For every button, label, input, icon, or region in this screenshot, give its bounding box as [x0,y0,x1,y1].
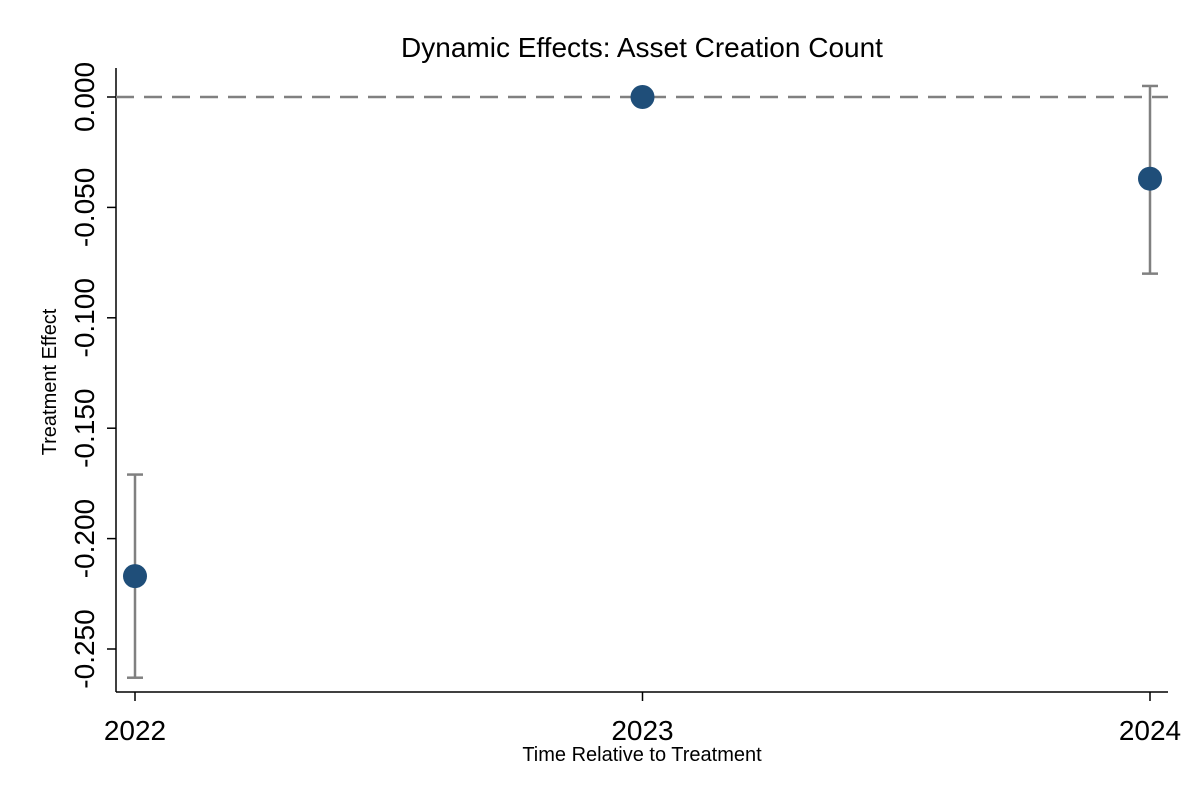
data-point-2022 [123,564,147,589]
y-tick-label: 0.000 [69,62,100,132]
y-tick-label: -0.200 [69,499,100,578]
y-tick-label: -0.050 [69,168,100,247]
y-axis-label: Treatment Effect [39,308,61,455]
x-axis-label: Time Relative to Treatment [522,744,762,766]
y-tick-label: -0.250 [69,609,100,688]
data-point-2024 [1138,166,1162,191]
y-axis-ticks: 0.000 -0.050 -0.100 -0.150 -0.200 -0.250 [69,62,116,689]
y-tick-label: -0.100 [69,278,100,357]
y-tick-label: -0.150 [69,388,100,467]
x-axis-ticks: 2022 2023 2024 [104,692,1181,746]
chart-title: Dynamic Effects: Asset Creation Count [401,32,883,63]
x-tick-label: 2022 [104,715,166,746]
data-point-2023 [630,85,655,109]
x-tick-label: 2023 [611,715,673,746]
data-points [123,85,1162,589]
x-tick-label: 2024 [1119,715,1181,746]
confidence-intervals [127,84,1158,679]
